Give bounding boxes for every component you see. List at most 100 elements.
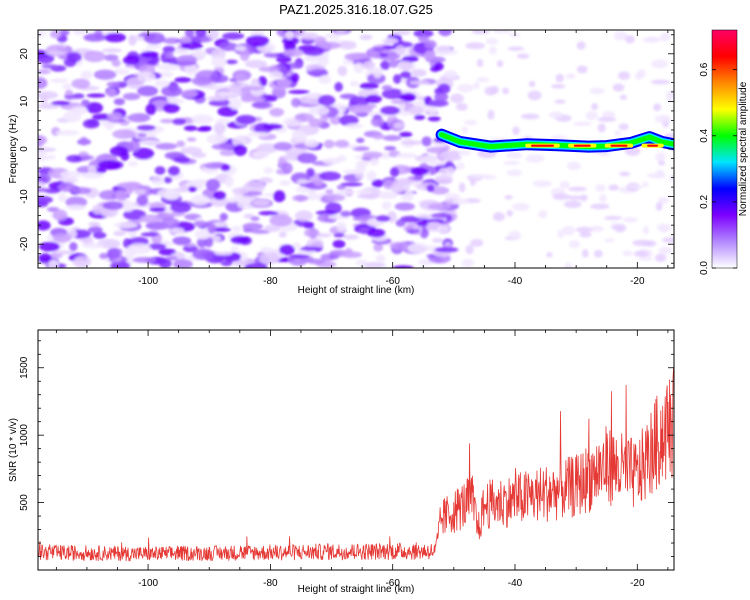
noise-blob (226, 197, 239, 203)
noise-blob (589, 87, 605, 95)
noise-blob (608, 184, 619, 191)
noise-blob (651, 59, 668, 69)
noise-blob (378, 191, 399, 198)
noise-blob (660, 32, 671, 42)
spectrogram-ytick-label: 20 (19, 48, 30, 60)
noise-blob (344, 248, 353, 256)
noise-blob (80, 70, 93, 80)
noise-blob (173, 156, 191, 163)
noise-blob (232, 136, 246, 147)
noise-blob (516, 53, 530, 59)
spectrogram-xtick-label: -20 (630, 276, 645, 287)
noise-blob (565, 73, 576, 80)
noise-blob (299, 246, 323, 252)
noise-blob (428, 99, 449, 107)
noise-blob (315, 233, 332, 238)
noise-blob (381, 88, 405, 100)
noise-blob (166, 96, 178, 103)
noise-blob (393, 178, 414, 186)
snr-panel: -100 -80 -60 -40 -20 500 1000 1500 Height of st… (8, 329, 675, 595)
noise-blob (38, 135, 45, 147)
noise-blob (461, 258, 475, 268)
noise-blob (207, 30, 219, 40)
noise-blob (318, 75, 332, 84)
noise-blob (52, 209, 68, 221)
noise-blob (325, 194, 346, 202)
noise-blob (191, 114, 214, 124)
noise-blob (214, 251, 233, 256)
noise-blob (407, 106, 424, 115)
noise-blob (128, 34, 137, 46)
noise-blob (365, 94, 382, 104)
noise-blob (334, 190, 356, 195)
noise-blob (51, 100, 71, 106)
noise-blob (401, 140, 424, 145)
noise-blob (41, 63, 58, 69)
noise-blob (389, 167, 400, 178)
noise-blob (642, 181, 649, 188)
noise-blob (613, 31, 628, 41)
noise-blob (444, 241, 452, 248)
noise-blob (658, 246, 673, 255)
noise-blob (66, 204, 86, 211)
noise-blob (512, 202, 530, 211)
noise-blob (49, 78, 69, 83)
colorbar-ticks: 0.0 0.2 0.4 0.6 (699, 62, 737, 275)
noise-blob (288, 254, 311, 259)
noise-blob (155, 142, 178, 150)
noise-blob (100, 208, 115, 217)
noise-blob (384, 146, 397, 151)
noise-blob (295, 210, 314, 222)
noise-blob (461, 126, 469, 134)
noise-blob (182, 244, 198, 253)
noise-blob (413, 114, 426, 121)
noise-blob (175, 55, 198, 66)
noise-blob (66, 51, 82, 63)
noise-blob (40, 95, 49, 104)
noise-blob (598, 150, 611, 157)
noise-blob (369, 157, 380, 166)
noise-blob (655, 169, 665, 178)
noise-blob (230, 246, 239, 252)
noise-blob (184, 63, 198, 76)
noise-blob (158, 258, 172, 268)
noise-blob (504, 195, 513, 200)
noise-blob (389, 241, 409, 250)
noise-blob (568, 240, 581, 249)
noise-blob (362, 151, 383, 159)
noise-blob (450, 93, 465, 104)
noise-blob (205, 178, 221, 191)
noise-blob (426, 184, 435, 192)
noise-blob (206, 96, 228, 101)
noise-blob (561, 225, 576, 236)
noise-blob (568, 186, 587, 192)
noise-blob (336, 221, 347, 232)
noise-blob (333, 233, 345, 238)
noise-blob (216, 91, 233, 97)
noise-blob (356, 193, 380, 199)
noise-blob (617, 71, 631, 80)
noise-blob (585, 110, 598, 121)
noise-blob (591, 103, 599, 111)
colorbar-tick-label: 0.6 (699, 62, 710, 76)
noise-blob (527, 90, 542, 101)
noise-blob (211, 56, 227, 68)
noise-blob (655, 202, 663, 211)
noise-blob (235, 73, 247, 82)
noise-blob (325, 189, 334, 195)
noise-blob (430, 161, 446, 166)
noise-blob (170, 201, 192, 213)
noise-blob (38, 147, 57, 153)
noise-blob (158, 248, 177, 256)
noise-blob (127, 113, 151, 123)
noise-blob (315, 210, 337, 216)
noise-blob (654, 114, 671, 123)
noise-blob (655, 253, 667, 263)
noise-blob (245, 35, 270, 47)
noise-blob (139, 214, 163, 224)
noise-blob (57, 192, 67, 203)
noise-blob (113, 98, 126, 106)
noise-blob (650, 79, 671, 85)
noise-blob (122, 92, 141, 101)
